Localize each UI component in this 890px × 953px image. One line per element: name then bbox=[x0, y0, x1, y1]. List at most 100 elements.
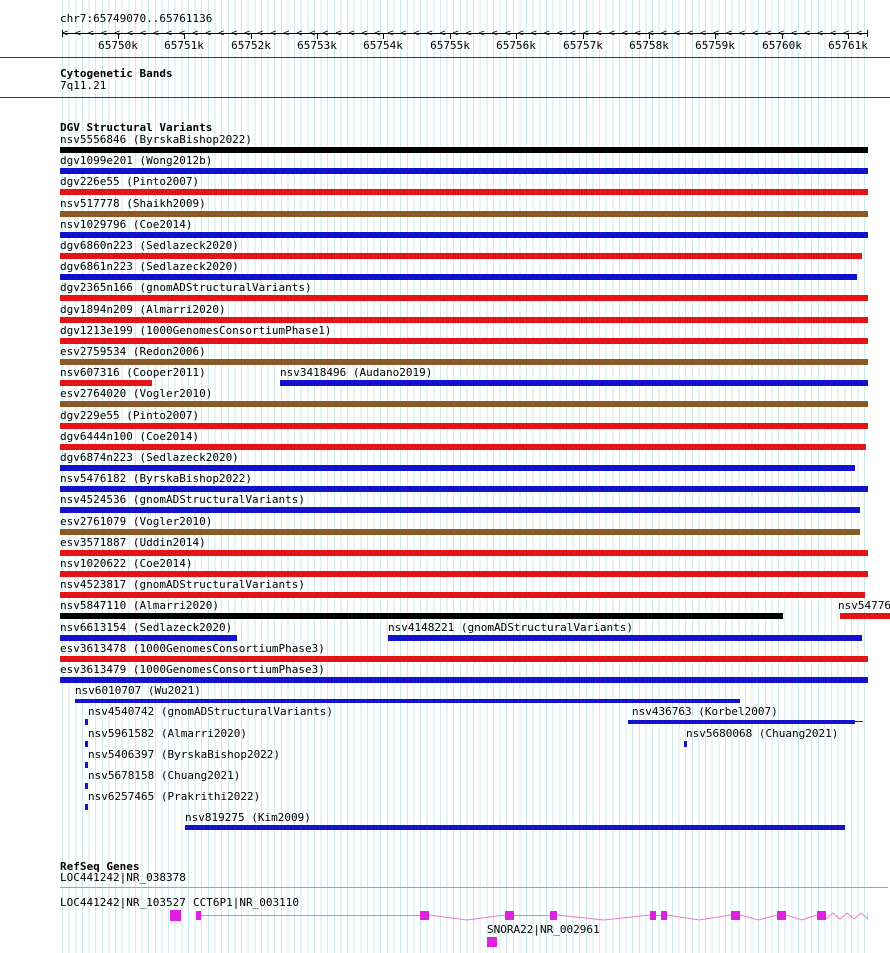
variant-label: dgv6861n223 (Sedlazeck2020) bbox=[60, 260, 239, 273]
variant-bar[interactable] bbox=[280, 380, 868, 386]
variant-bar[interactable] bbox=[60, 317, 868, 323]
ruler-tick-mark bbox=[118, 33, 119, 39]
variant-bar[interactable] bbox=[60, 189, 868, 195]
variant-label: nsv5556846 (ByrskaBishop2022) bbox=[60, 133, 253, 146]
ruler-end-tick bbox=[867, 30, 868, 37]
variant-label: nsv5680068 (Chuang2021) bbox=[686, 727, 839, 740]
variant-bar[interactable] bbox=[60, 401, 868, 407]
variant-bar[interactable] bbox=[388, 635, 862, 641]
ruler-tick-mark bbox=[516, 33, 517, 39]
gene-exon[interactable] bbox=[550, 911, 557, 920]
gene-exon[interactable] bbox=[170, 910, 181, 921]
gene-intron-zigzag bbox=[826, 912, 868, 920]
variant-bar[interactable] bbox=[60, 507, 860, 513]
variant-bar[interactable] bbox=[60, 550, 868, 556]
gene-intron-vline bbox=[786, 914, 817, 921]
variant-label: nsv6257465 (Prakrithi2022) bbox=[88, 790, 261, 803]
gene-exon[interactable] bbox=[650, 911, 656, 920]
region-coordinates: chr7:65749070..65761136 bbox=[60, 12, 213, 25]
variant-bar[interactable] bbox=[60, 423, 868, 429]
variant-bar[interactable] bbox=[75, 699, 740, 703]
track-separator bbox=[0, 97, 890, 98]
variant-bar[interactable] bbox=[60, 338, 868, 344]
variant-label: dgv2365n166 (gnomADStructuralVariants) bbox=[60, 281, 312, 294]
ruler-tick-mark bbox=[782, 33, 783, 39]
gene-exon[interactable] bbox=[487, 937, 497, 947]
gene-exon[interactable] bbox=[505, 911, 514, 920]
ruler-tick-label: 65751k bbox=[164, 39, 204, 52]
variant-label: dgv1894n209 (Almarri2020) bbox=[60, 303, 226, 316]
ruler-tick-mark bbox=[251, 33, 252, 39]
variant-bar[interactable] bbox=[60, 677, 868, 683]
gene-exon[interactable] bbox=[196, 911, 201, 920]
cytoband-label: 7q11.21 bbox=[60, 79, 107, 92]
ruler-tick-mark bbox=[317, 33, 318, 39]
variant-bar[interactable] bbox=[60, 444, 866, 450]
variant-bar[interactable] bbox=[85, 719, 88, 725]
variant-label: nsv5406397 (ByrskaBishop2022) bbox=[88, 748, 281, 761]
gene-intron-vline bbox=[429, 914, 505, 921]
variant-bar[interactable] bbox=[60, 359, 868, 365]
gene-exon[interactable] bbox=[731, 911, 740, 920]
variant-label: nsv4523817 (gnomADStructuralVariants) bbox=[60, 578, 306, 591]
variant-label: nsv517778 (Shaikh2009) bbox=[60, 197, 206, 210]
variant-bar[interactable] bbox=[60, 613, 783, 619]
variant-label: nsv5476182 (ByrskaBishop2022) bbox=[60, 472, 253, 485]
ruler-tick-mark bbox=[583, 33, 584, 39]
ruler-tick-label: 65759k bbox=[695, 39, 735, 52]
variant-label: esv2759534 (Redon2006) bbox=[60, 345, 206, 358]
variant-bar[interactable] bbox=[185, 825, 845, 830]
grid-background bbox=[62, 0, 868, 953]
variant-bar[interactable] bbox=[684, 741, 687, 747]
variant-bar[interactable] bbox=[60, 147, 868, 153]
ruler-arrows: <<<<<<<<<<<<<<<<<<<<<<<<<<<<<<<<<<<<<<<<… bbox=[62, 28, 868, 39]
variant-label: nsv4524536 (gnomADStructuralVariants) bbox=[60, 493, 306, 506]
gene-intron-vline bbox=[557, 914, 650, 921]
gene-intron-line bbox=[656, 915, 661, 916]
ruler-tick-mark bbox=[450, 33, 451, 39]
variant-label: esv3613479 (1000GenomesConsortiumPhase3) bbox=[60, 663, 325, 676]
variant-label: esv2764020 (Vogler2010) bbox=[60, 387, 213, 400]
variant-bar[interactable] bbox=[60, 592, 865, 598]
variant-label: nsv5678158 (Chuang2021) bbox=[88, 769, 241, 782]
variant-bar[interactable] bbox=[60, 253, 862, 259]
dgv-track-title: DGV Structural Variants bbox=[60, 121, 213, 134]
variant-bar[interactable] bbox=[60, 274, 857, 280]
variant-label: dgv6860n223 (Sedlazeck2020) bbox=[60, 239, 239, 252]
gene-exon[interactable] bbox=[661, 911, 667, 920]
track-separator bbox=[0, 57, 890, 58]
variant-bar[interactable] bbox=[85, 804, 88, 810]
variant-bar[interactable] bbox=[60, 486, 868, 492]
variant-bar[interactable] bbox=[60, 211, 868, 217]
variant-label: nsv4540742 (gnomADStructuralVariants) bbox=[88, 705, 334, 718]
variant-label: dgv6444n100 (Coe2014) bbox=[60, 430, 200, 443]
variant-bar[interactable] bbox=[60, 635, 237, 641]
variant-bar[interactable] bbox=[60, 529, 860, 535]
ruler-tick-label: 65756k bbox=[496, 39, 536, 52]
gene-exon[interactable] bbox=[817, 911, 826, 920]
variant-label: dgv229e55 (Pinto2007) bbox=[60, 409, 200, 422]
variant-bar[interactable] bbox=[840, 613, 890, 619]
gene-exon[interactable] bbox=[777, 911, 786, 920]
gene-intron-vline bbox=[667, 914, 731, 921]
variant-bar[interactable] bbox=[85, 741, 88, 747]
ruler-end-tick bbox=[62, 30, 63, 37]
variant-bar[interactable] bbox=[60, 168, 868, 174]
variant-bar[interactable] bbox=[60, 465, 855, 471]
variant-label: nsv436763 (Korbel2007) bbox=[632, 705, 778, 718]
variant-bar[interactable] bbox=[85, 783, 88, 789]
variant-bar[interactable] bbox=[60, 232, 868, 238]
gene-exon[interactable] bbox=[420, 911, 429, 920]
variant-bar[interactable] bbox=[60, 295, 868, 301]
variant-bar[interactable] bbox=[60, 571, 868, 577]
ruler-tick-label: 65758k bbox=[629, 39, 669, 52]
variant-label: dgv1213e199 (1000GenomesConsortiumPhase1… bbox=[60, 324, 332, 337]
variant-bar[interactable] bbox=[85, 762, 88, 768]
variant-bar[interactable] bbox=[628, 720, 855, 724]
variant-bar[interactable] bbox=[60, 380, 152, 386]
variant-bar[interactable] bbox=[60, 656, 868, 662]
variant-label: nsv3418496 (Audano2019) bbox=[280, 366, 433, 379]
variant-label: nsv547766 bbox=[838, 599, 890, 612]
gene-label: LOC441242|NR_038378 bbox=[60, 871, 186, 884]
